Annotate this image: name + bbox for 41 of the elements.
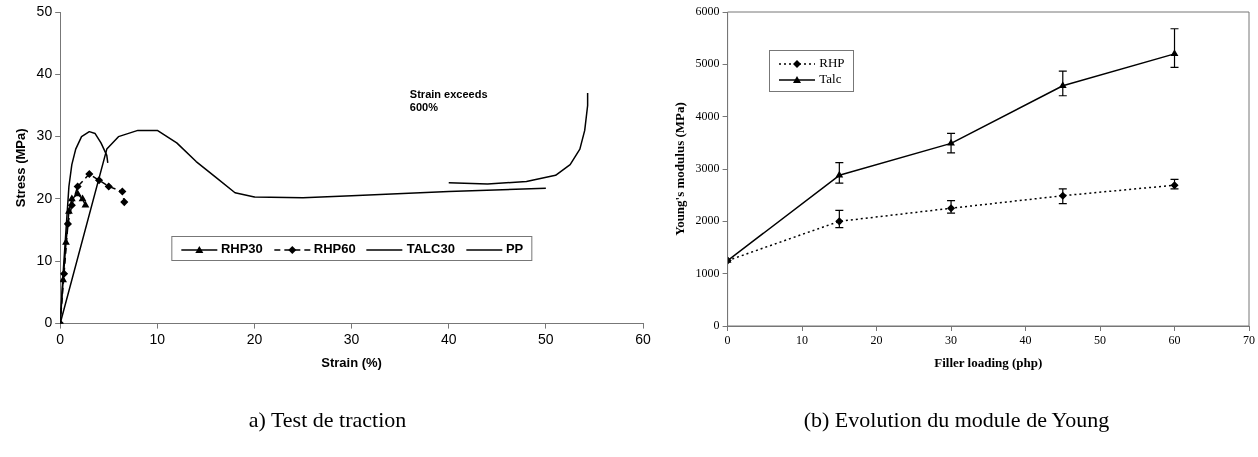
x-tick-label: 60 <box>1168 333 1181 348</box>
y-tick-label: 1000 <box>695 265 720 280</box>
x-axis-title: Filler loading (php) <box>934 354 1043 370</box>
x-tick-label: 30 <box>945 333 958 348</box>
y-tick-label: 0 <box>713 318 720 333</box>
x-tick-label: 30 <box>343 330 360 347</box>
y-tick-label: 10 <box>36 252 53 269</box>
legend-label: Talc <box>818 70 843 87</box>
x-tick-label: 50 <box>1094 333 1107 348</box>
y-tick-label: 4000 <box>695 108 720 123</box>
x-tick-label: 20 <box>870 333 883 348</box>
legend-label: RHP <box>818 54 845 71</box>
y-tick-label: 2000 <box>695 213 720 228</box>
x-tick-label: 0 <box>724 333 731 348</box>
y-axis-title: Stress (MPa) <box>13 128 29 208</box>
x-tick-label: 0 <box>56 330 65 347</box>
y-axis-title: Young's modulus (MPa) <box>672 102 688 236</box>
y-tick-label: 20 <box>36 189 53 206</box>
text: (b) Evolution du module de Young <box>802 407 1111 433</box>
x-tick-label: 10 <box>796 333 809 348</box>
y-tick-label: 50 <box>36 2 53 19</box>
y-tick-label: 0 <box>44 314 53 331</box>
text: a) Test de traction <box>247 407 408 433</box>
x-axis-title: Strain (%) <box>321 354 382 370</box>
y-tick-label: 5000 <box>695 56 720 71</box>
y-tick-label: 3000 <box>695 161 720 176</box>
x-tick-label: 70 <box>1243 333 1255 348</box>
y-tick-label: 40 <box>36 65 53 82</box>
x-tick-label: 10 <box>149 330 166 347</box>
annotation: Strain exceeds 600% <box>409 88 488 114</box>
x-tick-label: 60 <box>635 330 651 347</box>
legend-label: TALC30 <box>405 241 455 257</box>
legend-label: RHP30 <box>219 241 263 257</box>
legend-label: RHP60 <box>312 241 356 257</box>
x-tick-label: 40 <box>440 330 457 347</box>
y-tick-label: 30 <box>36 127 53 144</box>
x-tick-label: 40 <box>1019 333 1032 348</box>
legend-label: PP <box>504 241 524 257</box>
x-tick-label: 20 <box>246 330 263 347</box>
y-tick-label: 6000 <box>695 4 720 19</box>
x-tick-label: 50 <box>538 330 554 347</box>
